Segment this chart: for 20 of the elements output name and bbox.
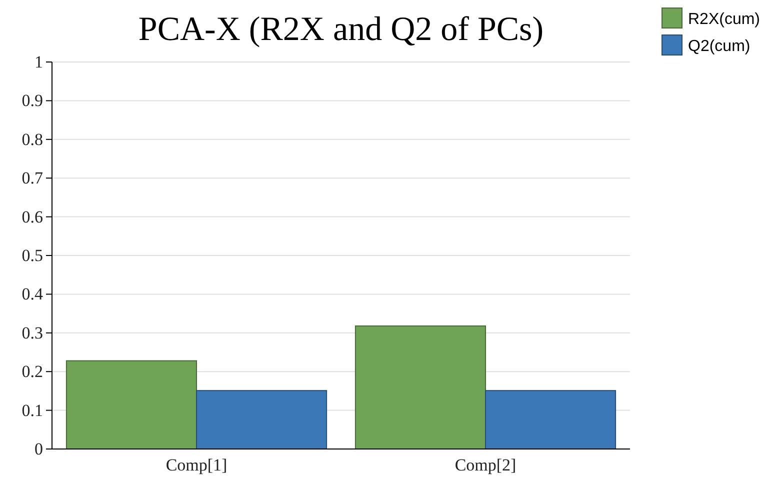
bar: [354, 325, 486, 450]
x-tick-label: Comp[2]: [454, 456, 516, 475]
y-tick-label: 0.8: [22, 130, 43, 149]
y-tick-label: 0.9: [22, 91, 43, 110]
legend-label: Q2(cum): [688, 38, 750, 55]
legend-label: R2X(cum): [688, 11, 760, 28]
y-tick-label: 0.1: [22, 400, 43, 420]
chart-title: PCA-X (R2X and Q2 of PCs): [138, 11, 544, 48]
y-tick-label: 0.5: [22, 246, 43, 265]
bar: [196, 390, 328, 450]
bar: [66, 360, 197, 450]
bar: [485, 390, 616, 450]
y-tick-label: 1: [34, 52, 43, 72]
y-tick-label: 0.2: [22, 362, 43, 382]
x-tick-label: Comp[1]: [166, 456, 228, 475]
y-tick-label: 0.3: [22, 323, 43, 342]
y-tick-label: 0.7: [22, 168, 44, 188]
y-tick-label: 0.4: [22, 284, 44, 304]
y-tick-label: 0.6: [22, 207, 43, 226]
y-tick-label: 0: [34, 439, 43, 458]
